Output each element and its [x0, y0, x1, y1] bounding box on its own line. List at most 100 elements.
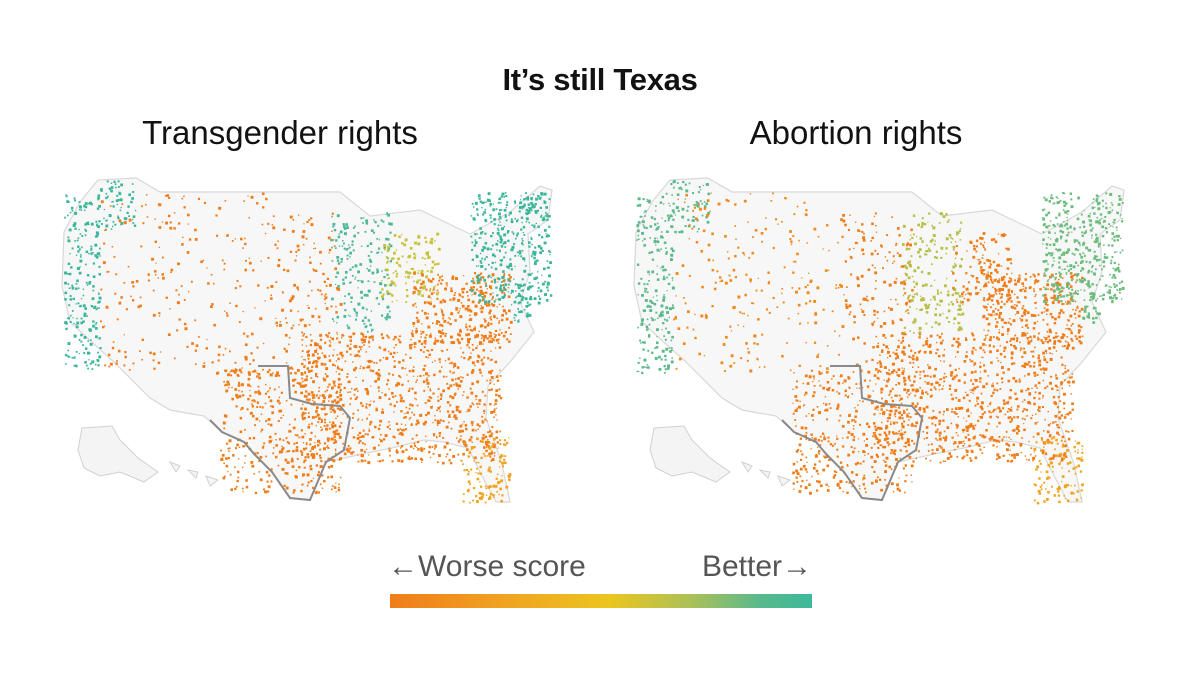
county-dot-upper_midwest [387, 238, 390, 241]
county-dot-ohio_valley [489, 317, 491, 319]
county-dot-great_lakes [390, 281, 394, 285]
county-dot-upper_midwest [351, 240, 354, 243]
county-dot-northeast [474, 241, 478, 244]
county-dot-upper_midwest [947, 290, 950, 293]
county-dot-south [915, 357, 919, 361]
county-dot-texas [294, 390, 297, 394]
county-dot-pacific [95, 327, 98, 330]
county-dot-ohio_valley [471, 329, 474, 332]
county-dot-mountain [814, 311, 817, 314]
county-dot-northeast [546, 299, 549, 301]
county-dot-ohio_valley [471, 294, 473, 296]
county-dot-northeast [1095, 236, 1099, 240]
county-dot-plains [859, 230, 861, 233]
county-dot-great_lakes [386, 261, 389, 264]
county-dot-mountain [261, 223, 264, 226]
county-dot-pacific [97, 198, 100, 201]
county-dot-northeast [481, 206, 483, 209]
county-dot-northeast [1116, 267, 1119, 270]
county-dot-northeast [1089, 219, 1093, 223]
county-dot-texas [225, 464, 229, 468]
county-dot-ohio_valley [484, 320, 487, 323]
county-dot-upper_midwest [945, 252, 948, 255]
county-dot-upper_midwest [369, 260, 373, 263]
county-dot-texas [226, 380, 229, 383]
county-dot-florida [508, 473, 512, 476]
county-dot-texas [278, 386, 280, 388]
county-dot-south [999, 410, 1002, 412]
county-dot-northeast [1068, 283, 1070, 285]
county-dot-pacific [673, 186, 675, 189]
county-dot-texas [331, 408, 335, 412]
county-dot-plains [854, 241, 858, 245]
county-dot-south [388, 449, 391, 452]
county-dot-northeast [1059, 199, 1062, 202]
county-dot-mountain [243, 332, 246, 335]
county-dot-northeast [1102, 293, 1105, 297]
county-dot-pacific [654, 319, 657, 321]
county-dot-plains [848, 304, 852, 308]
county-dot-plains [291, 230, 295, 233]
county-dot-upper_midwest [934, 298, 936, 301]
county-dot-upper_midwest [933, 279, 936, 281]
county-dot-northeast [1061, 225, 1064, 228]
county-dot-south [932, 409, 935, 412]
county-dot-northeast [1110, 262, 1113, 265]
county-dot-south [498, 346, 502, 349]
county-dot-ohio_valley [1022, 305, 1025, 307]
county-dot-south [408, 455, 411, 458]
county-dot-northeast [1091, 206, 1094, 210]
county-dot-pacific [68, 228, 72, 232]
county-dot-pacific [71, 310, 74, 312]
county-dot-pacific [647, 304, 650, 308]
county-dot-ohio_valley [439, 300, 443, 304]
county-dot-northeast [1112, 297, 1115, 300]
county-dot-mountain [809, 280, 812, 283]
county-dot-northeast [519, 206, 522, 209]
county-dot-south [409, 346, 413, 350]
county-dot-pacific [128, 193, 131, 197]
county-dot-florida [476, 500, 479, 503]
county-dot-great_lakes [430, 241, 434, 245]
county-dot-northeast [483, 298, 485, 300]
county-dot-south [314, 435, 317, 438]
county-dot-great_lakes [405, 289, 409, 292]
county-dot-texas [333, 411, 336, 414]
county-dot-northeast [1102, 260, 1106, 264]
county-dot-south [353, 368, 356, 372]
county-dot-upper_midwest [340, 260, 343, 263]
county-dot-florida [490, 450, 493, 452]
county-dot-texas [232, 454, 235, 457]
county-dot-northeast [500, 287, 502, 290]
county-dot-upper_midwest [934, 313, 937, 317]
county-dot-south [453, 383, 455, 386]
county-dot-northeast [1045, 247, 1048, 249]
county-dot-great_lakes [984, 282, 987, 285]
county-dot-northeast [1070, 295, 1074, 298]
county-dot-south [311, 396, 314, 399]
county-dot-upper_midwest [903, 287, 906, 290]
county-dot-mountain [123, 334, 125, 336]
county-dot-upper_midwest [343, 225, 346, 228]
county-dot-florida [489, 492, 493, 496]
county-dot-great_lakes [420, 271, 423, 275]
county-dot-mountain [130, 295, 132, 298]
county-dot-ohio_valley [993, 279, 997, 282]
county-dot-northeast [1087, 271, 1090, 274]
county-dot-northeast [1107, 211, 1111, 215]
county-dot-mountain [757, 318, 760, 321]
county-dot-ohio_valley [460, 302, 463, 304]
county-dot-mountain [790, 243, 793, 245]
county-dot-south [497, 342, 500, 344]
county-dot-northeast [1111, 244, 1114, 247]
county-dot-south [432, 392, 435, 395]
county-dot-upper_midwest [353, 308, 356, 311]
county-dot-florida [493, 496, 495, 498]
county-dot-ohio_valley [1011, 306, 1014, 309]
county-dot-south [411, 437, 414, 440]
county-dot-great_lakes [961, 301, 964, 304]
county-dot-great_lakes [425, 251, 428, 255]
county-dot-south [323, 354, 326, 357]
county-dot-great_lakes [400, 266, 402, 268]
county-dot-south [413, 442, 416, 445]
